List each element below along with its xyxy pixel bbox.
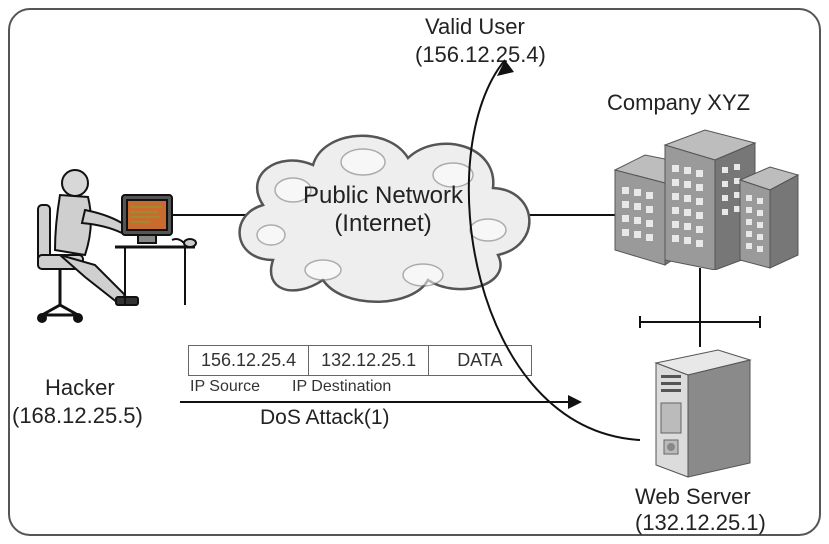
net-vline-2 <box>699 322 701 347</box>
net-hbar-cap-l <box>639 316 641 328</box>
valid-user-title: Valid User <box>425 14 525 40</box>
buildings-icon <box>610 115 800 270</box>
net-vline-1 <box>699 268 701 322</box>
valid-user-ip: (156.12.25.4) <box>415 42 546 68</box>
hacker-ip: (168.12.25.5) <box>12 403 143 429</box>
server-ip: (132.12.25.1) <box>635 510 766 536</box>
packet-table: 156.12.25.4 132.12.25.1 DATA <box>188 345 532 376</box>
dos-arrow-line <box>180 401 570 403</box>
server-title: Web Server <box>635 484 751 510</box>
cloud-line1: Public Network <box>223 182 543 210</box>
packet-dst: 132.12.25.1 <box>309 346 429 375</box>
dos-arrow-head <box>568 395 582 409</box>
cloud-icon: Public Network (Internet) <box>223 120 543 310</box>
ip-dest-label: IP Destination <box>292 378 391 396</box>
packet-payload: DATA <box>429 346 530 375</box>
cloud-text: Public Network (Internet) <box>223 182 543 238</box>
hacker-icon <box>30 155 200 330</box>
ip-source-label: IP Source <box>190 378 260 396</box>
server-icon <box>648 345 758 480</box>
cloud-line2: (Internet) <box>223 210 543 238</box>
net-hbar-cap-r <box>759 316 761 328</box>
hacker-title: Hacker <box>45 375 115 401</box>
packet-src: 156.12.25.4 <box>189 346 309 375</box>
company-label: Company XYZ <box>607 90 750 116</box>
dos-label: DoS Attack(1) <box>260 406 390 430</box>
